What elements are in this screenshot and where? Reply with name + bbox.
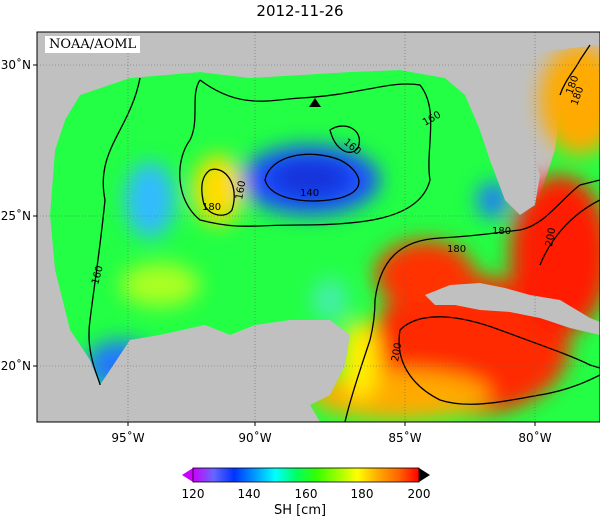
contour-lines <box>88 44 600 422</box>
colorbar-tick-label: 180 <box>351 487 374 501</box>
lat-tick-label: 20˚N <box>1 358 31 373</box>
land-mexico <box>37 215 320 422</box>
colorbar-label: SH [cm] <box>273 503 327 518</box>
colorbar-body <box>192 467 420 483</box>
contour-label: 180 <box>492 226 511 237</box>
lat-tick-label: 25˚N <box>1 208 31 223</box>
colorbar-tick-label: 200 <box>408 487 431 501</box>
land-cuba <box>425 283 600 335</box>
contour-label: 180 <box>447 244 466 255</box>
colorbar-tick-label: 120 <box>182 487 205 501</box>
graticule <box>37 32 600 422</box>
lat-tick-label: 30˚N <box>1 57 31 72</box>
contour-label: 160 <box>234 180 248 201</box>
contour-label: 160 <box>90 264 106 285</box>
lon-tick-label: 80˚W <box>518 430 551 445</box>
contour-label: 200 <box>390 342 404 363</box>
colorbar-high-arrow <box>419 468 430 482</box>
station-marker-icon <box>309 98 321 107</box>
plot-frame <box>36 31 600 423</box>
lon-tick-label: 90˚W <box>238 430 271 445</box>
contour-label: 200 <box>544 227 558 248</box>
lat-axis: 30˚N 25˚N 20˚N <box>1 57 37 373</box>
land-yucatan <box>230 320 350 405</box>
colorbar-low-arrow <box>182 468 193 482</box>
contour-label: 140 <box>300 188 319 199</box>
lon-tick-label: 95˚W <box>111 430 144 445</box>
contour-label: 180 <box>202 202 221 213</box>
colorbar: 120 140 160 180 200 <box>182 467 431 501</box>
colorbar-tick-label: 160 <box>295 487 318 501</box>
credit-label: NOAA/AOML <box>45 36 141 53</box>
land-us-coast <box>37 32 600 215</box>
lon-tick-label: 85˚W <box>388 430 421 445</box>
figure-title: 2012-11-26 <box>256 2 344 20</box>
colorbar-tick-label: 140 <box>238 487 261 501</box>
lon-axis: 95˚W 90˚W 85˚W 80˚W <box>111 422 552 445</box>
land-florida <box>465 85 540 215</box>
